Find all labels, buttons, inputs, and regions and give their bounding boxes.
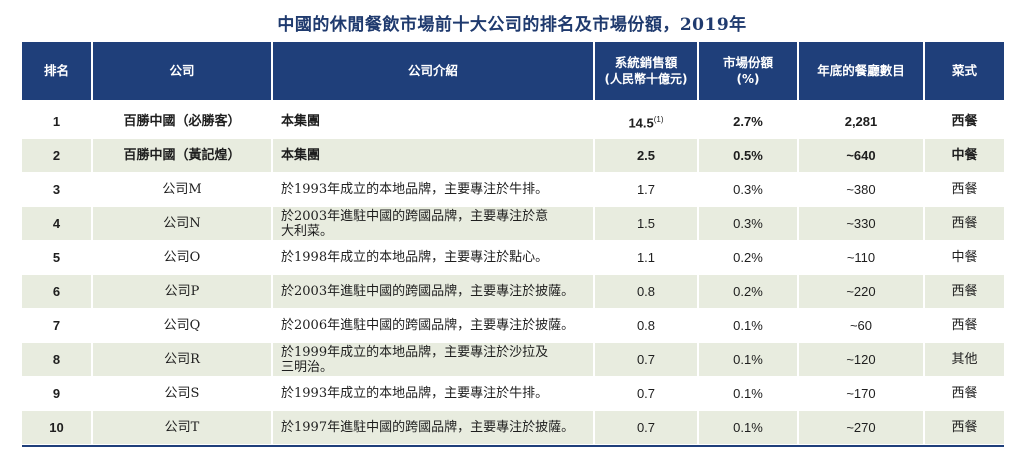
table-row: 1 百勝中國（必勝客） 本集團 14.5(1) 2.7% 2,281 西餐 [22, 100, 1004, 139]
cell-company: 公司P [92, 274, 273, 309]
cell-stores: ~640 [798, 138, 925, 173]
table-row: 7 公司Q 於2006年進駐中國的跨國品牌，主要專注於披薩。 0.8 0.1% … [22, 308, 1004, 343]
cell-rank: 6 [22, 274, 93, 309]
cell-company: 公司O [92, 240, 273, 275]
header-share-line1: 市場份額 [722, 55, 773, 70]
cell-sales: 0.7 [594, 342, 699, 377]
cell-intro: 於1993年成立的本地品牌，主要專注於牛排。 [272, 376, 595, 411]
table-bottom-rule [22, 445, 1004, 447]
header-sales-line2: (人民幣十億元) [604, 72, 688, 86]
ranking-table: 排名 公司 公司介紹 系統銷售額 (人民幣十億元) 市場份額 (%) 年底的餐廳… [22, 42, 1004, 445]
cell-sales: 1.7 [594, 172, 699, 207]
cell-company: 公司N [92, 206, 273, 241]
cell-share: 2.7% [698, 100, 799, 139]
cell-intro: 於2003年進駐中國的跨國品牌，主要專注於意大利菜。 [272, 206, 595, 241]
header-sales: 系統銷售額 (人民幣十億元) [594, 42, 699, 103]
cell-company: 百勝中國（必勝客） [92, 100, 273, 139]
cell-rank: 1 [22, 100, 93, 139]
cell-share: 0.3% [698, 172, 799, 207]
cell-rank: 4 [22, 206, 93, 241]
cell-share: 0.1% [698, 410, 799, 445]
table-row: 6 公司P 於2003年進駐中國的跨國品牌，主要專注於披薩。 0.8 0.2% … [22, 274, 1004, 309]
cell-share: 0.1% [698, 376, 799, 411]
cell-intro: 於1999年成立的本地品牌，主要專注於沙拉及三明治。 [272, 342, 595, 377]
cell-stores: ~330 [798, 206, 925, 241]
cell-intro: 於1997年進駐中國的跨國品牌，主要專注於披薩。 [272, 410, 595, 445]
cell-sales: 0.7 [594, 376, 699, 411]
header-company: 公司 [92, 42, 273, 103]
header-share: 市場份額 (%) [698, 42, 799, 103]
cell-stores: ~220 [798, 274, 925, 309]
table-row: 10 公司T 於1997年進駐中國的跨國品牌，主要專注於披薩。 0.7 0.1%… [22, 410, 1004, 445]
cell-sales: 0.7 [594, 410, 699, 445]
cell-rank: 10 [22, 410, 93, 445]
cell-rank: 2 [22, 138, 93, 173]
cell-rank: 9 [22, 376, 93, 411]
header-share-line2: (%) [736, 72, 760, 86]
table-header-row: 排名 公司 公司介紹 系統銷售額 (人民幣十億元) 市場份額 (%) 年底的餐廳… [22, 42, 1004, 103]
cell-cuisine: 其他 [924, 342, 1004, 377]
table-row: 2 百勝中國（黃記煌） 本集團 2.5 0.5% ~640 中餐 [22, 138, 1004, 173]
page-title: 中國的休閒餐飲市場前十大公司的排名及市場份額，2019年 [277, 15, 747, 35]
cell-sales: 0.8 [594, 308, 699, 343]
cell-sales: 2.5 [594, 138, 699, 173]
cell-intro-text: 於1999年成立的本地品牌，主要專注於沙拉及三明治。 [281, 344, 549, 375]
cell-cuisine: 中餐 [924, 138, 1004, 173]
cell-share: 0.1% [698, 342, 799, 377]
table-row: 4 公司N 於2003年進駐中國的跨國品牌，主要專注於意大利菜。 1.5 0.3… [22, 206, 1004, 241]
cell-company: 公司Q [92, 308, 273, 343]
cell-cuisine: 中餐 [924, 240, 1004, 275]
cell-cuisine: 西餐 [924, 206, 1004, 241]
table-row: 9 公司S 於1993年成立的本地品牌，主要專注於牛排。 0.7 0.1% ~1… [22, 376, 1004, 411]
cell-rank: 7 [22, 308, 93, 343]
cell-company: 公司R [92, 342, 273, 377]
cell-intro: 於1998年成立的本地品牌，主要專注於點心。 [272, 240, 595, 275]
cell-stores: ~110 [798, 240, 925, 275]
cell-stores: ~270 [798, 410, 925, 445]
footnote-marker: (1) [653, 115, 664, 125]
cell-sales: 0.8 [594, 274, 699, 309]
cell-company: 公司M [92, 172, 273, 207]
cell-sales-value: 14.5 [628, 115, 654, 131]
cell-share: 0.3% [698, 206, 799, 241]
cell-stores: ~170 [798, 376, 925, 411]
header-stores: 年底的餐廳數目 [798, 42, 925, 103]
cell-stores: ~60 [798, 308, 925, 343]
cell-intro: 本集團 [272, 138, 595, 173]
cell-sales: 1.1 [594, 240, 699, 275]
cell-intro: 本集團 [272, 100, 595, 139]
cell-share: 0.2% [698, 240, 799, 275]
cell-intro: 於2006年進駐中國的跨國品牌，主要專注於披薩。 [272, 308, 595, 343]
header-cuisine: 菜式 [924, 42, 1004, 103]
cell-sales: 14.5(1) [594, 100, 699, 139]
cell-rank: 8 [22, 342, 93, 377]
cell-cuisine: 西餐 [924, 308, 1004, 343]
cell-company: 百勝中國（黃記煌） [92, 138, 273, 173]
cell-stores: ~380 [798, 172, 925, 207]
cell-company: 公司T [92, 410, 273, 445]
cell-share: 0.2% [698, 274, 799, 309]
cell-intro-text: 於2003年進駐中國的跨國品牌，主要專注於意大利菜。 [281, 208, 549, 239]
cell-intro: 於1993年成立的本地品牌，主要專注於牛排。 [272, 172, 595, 207]
header-intro: 公司介紹 [272, 42, 595, 103]
cell-rank: 3 [22, 172, 93, 207]
table-row: 3 公司M 於1993年成立的本地品牌，主要專注於牛排。 1.7 0.3% ~3… [22, 172, 1004, 207]
cell-rank: 5 [22, 240, 93, 275]
cell-sales: 1.5 [594, 206, 699, 241]
cell-company: 公司S [92, 376, 273, 411]
cell-cuisine: 西餐 [924, 274, 1004, 309]
cell-share: 0.1% [698, 308, 799, 343]
table-row: 8 公司R 於1999年成立的本地品牌，主要專注於沙拉及三明治。 0.7 0.1… [22, 342, 1004, 377]
cell-stores: ~120 [798, 342, 925, 377]
cell-intro: 於2003年進駐中國的跨國品牌，主要專注於披薩。 [272, 274, 595, 309]
table-row: 5 公司O 於1998年成立的本地品牌，主要專注於點心。 1.1 0.2% ~1… [22, 240, 1004, 275]
cell-cuisine: 西餐 [924, 410, 1004, 445]
cell-stores: 2,281 [798, 100, 925, 139]
cell-cuisine: 西餐 [924, 172, 1004, 207]
cell-share: 0.5% [698, 138, 799, 173]
header-rank: 排名 [22, 42, 93, 103]
header-sales-line1: 系統銷售額 [614, 55, 678, 70]
cell-cuisine: 西餐 [924, 376, 1004, 411]
cell-cuisine: 西餐 [924, 100, 1004, 139]
